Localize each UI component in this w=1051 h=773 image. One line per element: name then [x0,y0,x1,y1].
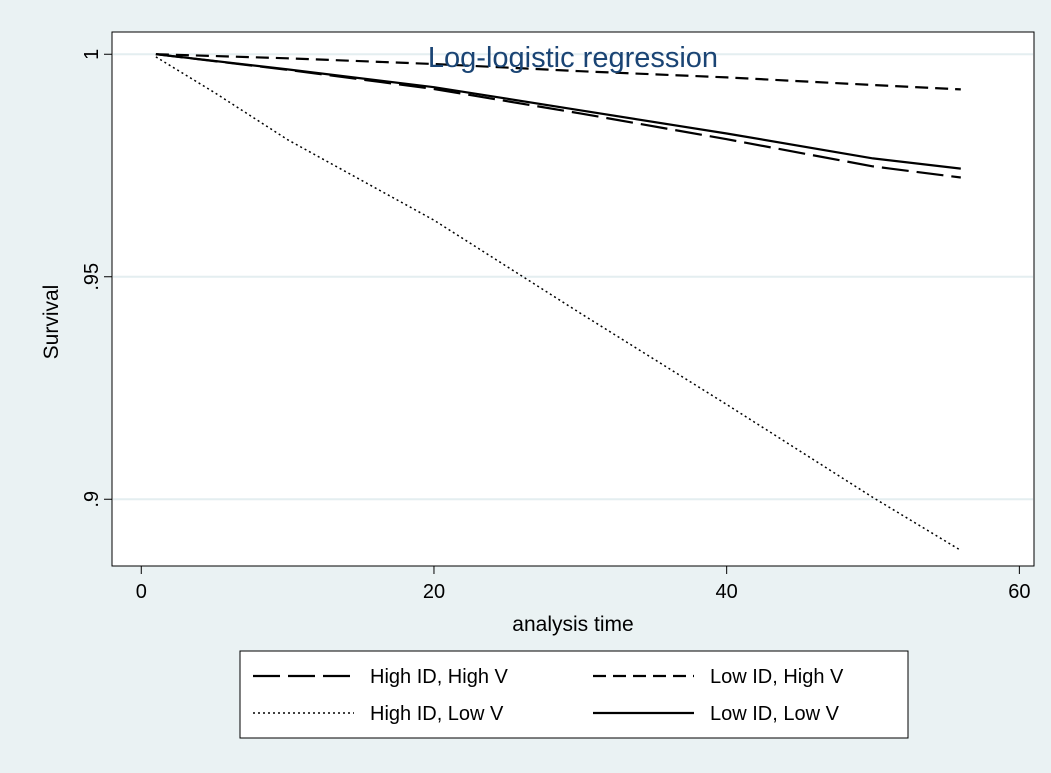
legend-box [239,650,909,739]
series-line [155,53,961,170]
x-axis-label: analysis time [512,613,633,636]
legend-label: Low ID, Low V [710,703,840,725]
y-axis-label: Survival [40,285,63,360]
y-tick-label: 1 [81,49,103,60]
x-tick-label: 40 [716,581,738,603]
x-tick-label: 60 [1008,581,1030,603]
y-tick-label: .9 [81,491,103,508]
plot-area [111,31,1035,567]
chart-title: Log-logistic regression [428,42,718,74]
x-tick-label: 20 [423,581,445,603]
legend-label: High ID, Low V [370,703,504,725]
y-axis-ticks: .9 .95 1 [81,49,112,508]
x-axis-ticks: 0 20 40 60 [136,566,1030,603]
legend: High ID, High V Low ID, High V High ID, Lo… [253,666,844,725]
series-lines [155,53,962,552]
series-line [155,53,961,91]
legend-label: Low ID, High V [710,666,844,688]
legend-label: High ID, High V [370,666,508,688]
y-tick-label: .95 [81,263,103,291]
x-tick-label: 0 [136,581,147,603]
series-line [155,53,961,179]
grid-lines [113,53,1033,501]
